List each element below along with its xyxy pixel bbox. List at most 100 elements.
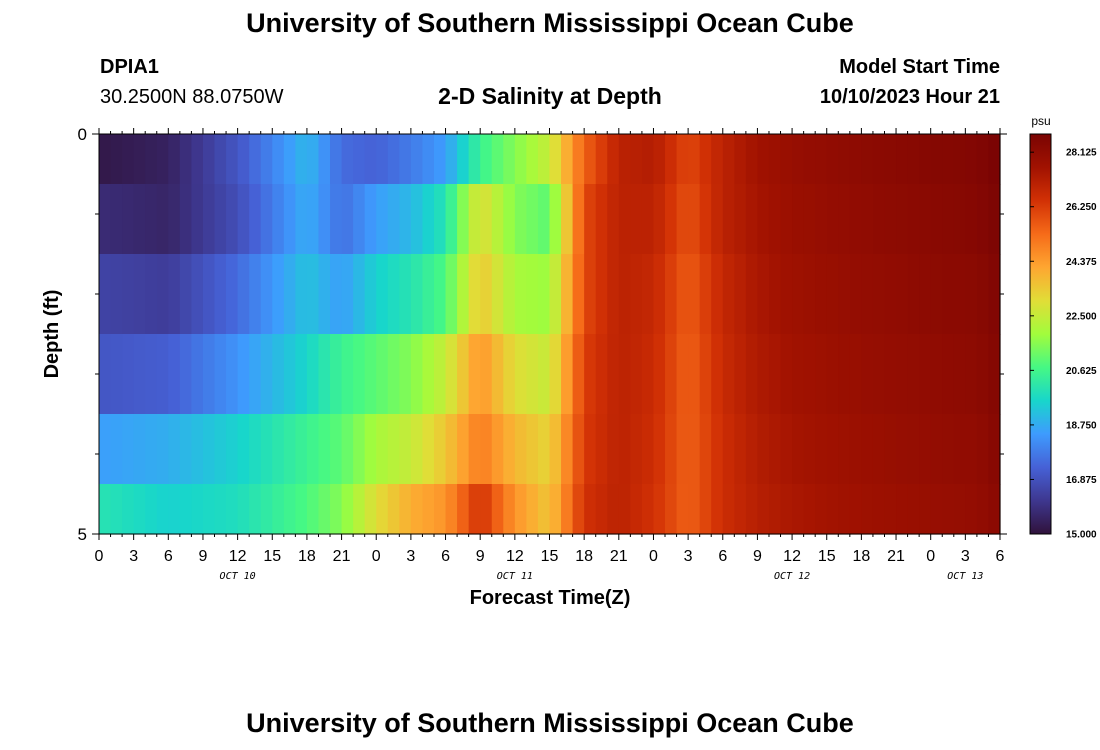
heatmap-cell <box>156 484 169 535</box>
heatmap-cell <box>595 184 608 255</box>
heatmap-cell <box>734 184 747 255</box>
heatmap-cell <box>226 184 239 255</box>
heatmap-cell <box>757 414 770 485</box>
colorbar-tick-label: 20.625 <box>1066 366 1097 377</box>
heatmap-cell <box>768 334 782 415</box>
heatmap-cell <box>872 484 886 535</box>
heatmap-cell <box>341 414 354 485</box>
heatmap-cell <box>745 184 759 255</box>
heatmap-cell <box>526 334 539 415</box>
heatmap-cell <box>676 184 689 255</box>
heatmap-cell <box>826 334 839 415</box>
heatmap-cell <box>595 254 608 335</box>
heatmap-cell <box>630 484 643 535</box>
heatmap-cell <box>965 414 978 485</box>
heatmap-cell <box>861 254 874 335</box>
heatmap-cell <box>630 254 643 335</box>
heatmap-cell <box>722 254 735 335</box>
x-tick-label: 3 <box>406 548 415 565</box>
heatmap-cell <box>653 184 666 255</box>
heatmap-cell <box>480 134 493 185</box>
heatmap-cell <box>595 414 608 485</box>
heatmap-cell <box>884 334 897 415</box>
heatmap-cell <box>422 254 435 335</box>
heatmap-cell <box>433 334 447 415</box>
heatmap-cell <box>584 184 597 255</box>
heatmap-cell <box>295 334 308 415</box>
heatmap-cell <box>907 134 920 185</box>
heatmap-cell <box>849 134 862 185</box>
heatmap-cell <box>607 484 620 535</box>
heatmap-cell <box>884 414 897 485</box>
colorbar-gradient <box>1029 133 1052 535</box>
y-axis-label: Depth (ft) <box>41 290 63 379</box>
heatmap-cell <box>561 334 574 415</box>
heatmap-cell <box>676 334 689 415</box>
heatmap-cell <box>387 334 400 415</box>
heatmap-cell <box>376 334 389 415</box>
heatmap-cell <box>745 134 759 185</box>
heatmap-cell <box>665 184 678 255</box>
heatmap-cell <box>768 184 782 255</box>
heatmap-cell <box>422 414 435 485</box>
x-tick-label: 12 <box>783 548 801 565</box>
model-start-label: Model Start Time <box>839 56 1000 78</box>
heatmap-cell <box>318 484 331 535</box>
heatmap-cell <box>780 414 793 485</box>
heatmap-cell <box>607 334 620 415</box>
heatmap-cell <box>734 134 747 185</box>
heatmap-cell <box>145 334 158 415</box>
heatmap-cell <box>572 254 585 335</box>
heatmap-cell <box>306 134 320 185</box>
heatmap-cell <box>803 414 816 485</box>
heatmap-cell <box>780 254 793 335</box>
heatmap-cell <box>202 134 216 185</box>
x-tick-label: 12 <box>506 548 524 565</box>
heatmap-cell <box>561 254 574 335</box>
heatmap-cell <box>884 484 897 535</box>
heatmap-cell <box>122 134 135 185</box>
heatmap-cell <box>815 184 828 255</box>
heatmap-cell <box>942 184 955 255</box>
heatmap-cell <box>872 414 886 485</box>
heatmap-cell <box>226 134 239 185</box>
heatmap-cell <box>191 184 204 255</box>
colorbar: 28.125 26.250 24.375 22.500 20.625 18.750 16.8… <box>1029 133 1097 541</box>
heatmap-cell <box>641 484 655 535</box>
heatmap-cell <box>768 484 782 535</box>
heatmap-cell <box>399 134 412 185</box>
heatmap-cell <box>330 414 343 485</box>
heatmap-cell <box>410 484 424 535</box>
heatmap-cell <box>503 334 516 415</box>
heatmap-cell <box>399 484 412 535</box>
y-tick-label: 0 <box>78 125 87 144</box>
heatmap-cell <box>202 334 216 415</box>
heatmap-cell <box>214 184 227 255</box>
station-location: 30.2500N 88.0750W <box>100 86 284 108</box>
heatmap-cell <box>179 184 193 255</box>
heatmap-cell <box>133 414 146 485</box>
heatmap-cell <box>156 184 169 255</box>
heatmap-cell <box>226 334 239 415</box>
x-tick-label: 15 <box>263 548 281 565</box>
heatmap-cell <box>214 414 227 485</box>
heatmap-cell <box>168 134 181 185</box>
heatmap-cell <box>584 134 597 185</box>
heatmap-cell <box>122 414 135 485</box>
heatmap-cell <box>445 184 458 255</box>
heatmap-cell <box>272 134 285 185</box>
heatmap-cell <box>133 134 146 185</box>
heatmap-cell <box>133 184 146 255</box>
heatmap-cell <box>768 254 782 335</box>
x-tick-label: 21 <box>610 548 628 565</box>
heatmap-cell <box>133 254 146 335</box>
heatmap-cell <box>110 134 123 185</box>
heatmap-cell <box>226 254 239 335</box>
heatmap-cell <box>896 254 909 335</box>
heatmap-cell <box>826 184 839 255</box>
heatmap-cell <box>988 184 1001 255</box>
heatmap-cell <box>341 184 354 255</box>
heatmap-cell <box>306 334 320 415</box>
heatmap-cell <box>930 134 943 185</box>
heatmap-cell <box>630 134 643 185</box>
